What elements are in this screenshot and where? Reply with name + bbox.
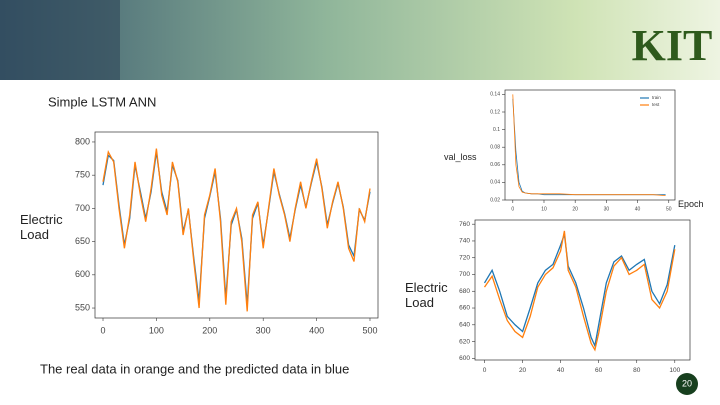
y-tick-label: 550 [75, 302, 90, 312]
series-line [512, 94, 666, 196]
x-tick-label: 100 [149, 325, 164, 335]
plot-frame [474, 219, 691, 361]
y-tick-label: 0.14 [490, 92, 500, 98]
x-tick-label: 200 [202, 325, 217, 335]
x-tick-label: 0 [511, 206, 514, 212]
x-tick-label: 40 [635, 206, 641, 212]
y-tick-label: 740 [459, 238, 470, 245]
y-tick-label: 0.08 [490, 145, 500, 151]
y-axis-label: Electric Load [20, 212, 63, 242]
x-tick-label: 500 [362, 325, 377, 335]
page-badge [676, 373, 698, 395]
series-line [483, 230, 676, 352]
y-tick-label: 0.02 [490, 197, 500, 203]
y-tick-label: 720 [459, 254, 470, 261]
y-tick-label: 0.06 [490, 162, 500, 168]
y-tick-label: 700 [459, 271, 470, 278]
legend-label: train [652, 95, 661, 100]
y-tick-label: 0.12 [490, 109, 500, 115]
x-tick-label: 60 [595, 367, 603, 374]
page-number: 20 [682, 378, 692, 388]
y-tick-label: 640 [459, 322, 470, 329]
x-tick-label: 20 [519, 367, 527, 374]
caption: The real data in orange and the predicte… [40, 361, 349, 376]
x-tick-label: 80 [633, 367, 641, 374]
x-tick-label: 50 [666, 206, 672, 212]
x-tick-label: 300 [256, 325, 271, 335]
x-tick-label: 100 [669, 367, 680, 374]
series-line [483, 234, 676, 348]
x-tick-label: 30 [604, 206, 610, 212]
y-tick-label: 650 [75, 236, 90, 246]
x-tick-label: 0 [483, 367, 487, 374]
x-axis-label: Epoch [678, 199, 704, 209]
y-tick-label: 660 [459, 305, 470, 312]
y-tick-label: 700 [75, 203, 90, 213]
y-tick-label: 760 [459, 221, 470, 228]
header-shade [0, 0, 120, 80]
x-tick-label: 10 [541, 206, 547, 212]
x-tick-label: 400 [309, 325, 324, 335]
y-axis-label: val_loss [444, 152, 477, 162]
y-tick-label: 680 [459, 288, 470, 295]
y-tick-label: 620 [459, 338, 470, 345]
plot-frame [94, 131, 379, 319]
x-tick-label: 40 [557, 367, 565, 374]
x-tick-label: 0 [101, 325, 106, 335]
legend-label: test [652, 102, 660, 107]
y-tick-label: 0.04 [490, 180, 500, 186]
series-line [102, 148, 371, 312]
plot-frame [504, 89, 676, 201]
x-tick-label: 20 [572, 206, 578, 212]
slide-title: Simple LSTM ANN [48, 94, 156, 109]
logo: KIT [632, 21, 713, 70]
y-tick-label: 750 [75, 170, 90, 180]
y-tick-label: 0.1 [493, 127, 500, 133]
y-axis-label: Electric Load [405, 280, 448, 310]
y-tick-label: 600 [75, 269, 90, 279]
y-tick-label: 800 [75, 136, 90, 146]
y-tick-label: 600 [459, 355, 470, 362]
